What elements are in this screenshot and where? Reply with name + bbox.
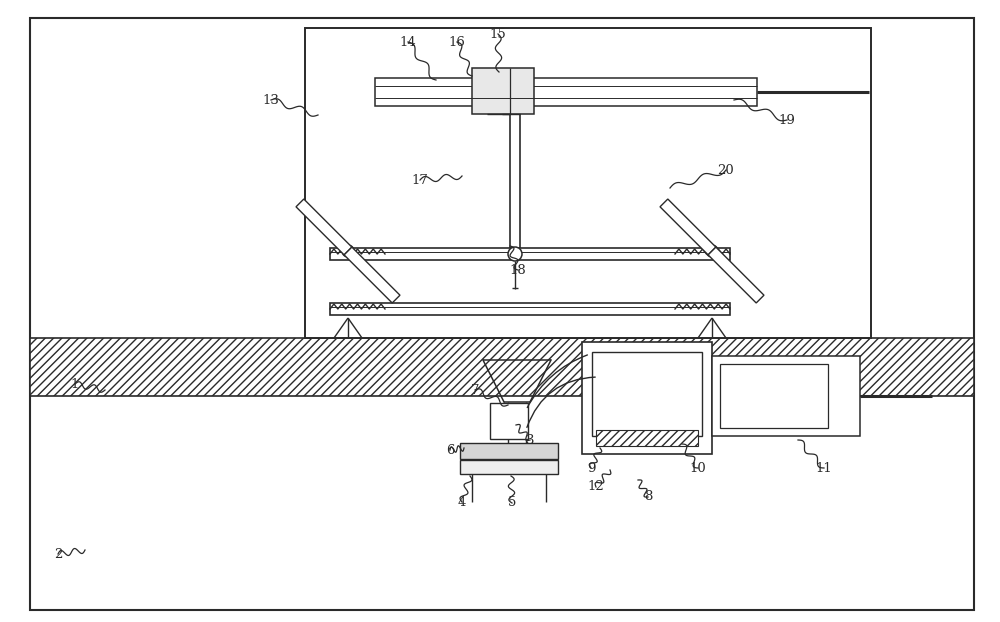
Bar <box>375 78 757 106</box>
Text: 5: 5 <box>508 496 516 509</box>
Bar <box>330 248 730 260</box>
Polygon shape <box>296 199 352 255</box>
Polygon shape <box>660 199 716 255</box>
Polygon shape <box>708 247 764 303</box>
Bar <box>30 338 974 396</box>
Bar <box>460 443 558 459</box>
Bar <box>305 28 871 338</box>
Text: 9: 9 <box>587 462 595 475</box>
Text: 1: 1 <box>71 378 79 391</box>
Text: 16: 16 <box>449 35 465 49</box>
Bar <box>596 430 698 446</box>
Circle shape <box>508 247 522 261</box>
Text: 15: 15 <box>490 27 506 40</box>
Text: 11: 11 <box>816 462 832 475</box>
Polygon shape <box>344 247 400 303</box>
Text: 14: 14 <box>400 35 416 49</box>
Text: 12: 12 <box>588 481 604 493</box>
Text: 3: 3 <box>526 434 534 447</box>
Bar <box>490 403 528 439</box>
Bar <box>330 303 730 315</box>
Bar <box>472 68 534 114</box>
Text: 10: 10 <box>690 462 706 475</box>
Text: 8: 8 <box>644 491 652 503</box>
Bar <box>582 342 712 454</box>
Circle shape <box>706 245 718 257</box>
Bar <box>712 356 860 436</box>
Text: 19: 19 <box>779 113 795 126</box>
Bar <box>720 364 828 428</box>
Text: 4: 4 <box>458 496 466 509</box>
Bar <box>592 352 702 436</box>
Text: 13: 13 <box>263 93 279 106</box>
Bar <box>460 460 558 474</box>
Text: 2: 2 <box>54 547 62 560</box>
Text: 17: 17 <box>412 174 428 187</box>
Text: 7: 7 <box>471 384 479 396</box>
Text: 20: 20 <box>718 164 734 177</box>
Text: 18: 18 <box>510 264 526 277</box>
Text: 6: 6 <box>446 443 454 457</box>
Circle shape <box>342 245 354 257</box>
